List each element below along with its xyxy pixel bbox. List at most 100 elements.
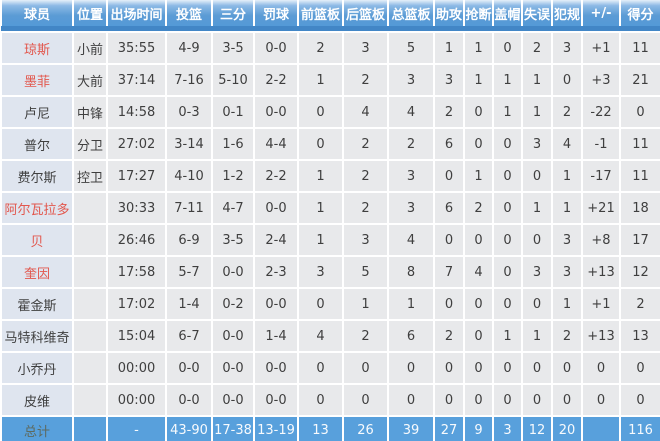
stat-cell-turnovers: 0 [521, 351, 553, 385]
stat-cell-minutes: 15:04 [106, 319, 167, 353]
player-name: 霍金斯 [0, 287, 74, 321]
stat-cell-tot-reb: 6 [387, 319, 435, 353]
stat-cell-steals: 1 [463, 63, 494, 97]
stat-cell-position [72, 351, 108, 385]
stat-cell-def-reb: 3 [342, 31, 389, 65]
stat-cell-steals: 0 [463, 223, 494, 257]
stat-cell-ft: 1-4 [253, 319, 299, 353]
stat-cell-turnovers: 1 [521, 319, 553, 353]
stat-cell-ft: 2-2 [253, 159, 299, 193]
stat-cell-off-reb: 0 [297, 383, 344, 417]
stat-cell-tot-reb: 4 [387, 95, 435, 129]
stat-cell-ft: 2-4 [253, 223, 299, 257]
stat-cell-fouls: 0 [551, 351, 583, 385]
stat-cell-position: 中锋 [72, 95, 108, 129]
stat-cell-turnovers: 1 [521, 191, 553, 225]
stat-cell-blocks: 1 [492, 95, 523, 129]
column-header-fouls: 犯规 [551, 0, 583, 26]
stat-cell-points: 11 [619, 159, 660, 193]
stat-cell-off-reb: 4 [297, 319, 344, 353]
stat-cell-plus-minus: -1 [581, 127, 621, 161]
totals-label: 总计 [0, 415, 74, 441]
stat-cell-points: 0 [619, 351, 660, 385]
stat-cell-turnovers: 2 [521, 31, 553, 65]
stat-cell-three-pt: 3-5 [211, 31, 255, 65]
total-assists: 27 [433, 415, 465, 441]
stat-cell-steals: 0 [463, 319, 494, 353]
stat-cell-off-reb: 2 [297, 31, 344, 65]
stat-cell-ft: 0-0 [253, 31, 299, 65]
stat-cell-fg: 6-9 [165, 223, 213, 257]
stat-cell-plus-minus: 0 [581, 383, 621, 417]
stat-cell-plus-minus: +8 [581, 223, 621, 257]
total-fouls: 20 [551, 415, 583, 441]
stat-cell-tot-reb: 5 [387, 31, 435, 65]
stat-cell-position: 小前 [72, 31, 108, 65]
stat-cell-assists: 7 [433, 255, 465, 289]
stat-cell-turnovers: 1 [521, 63, 553, 97]
stat-cell-def-reb: 2 [342, 63, 389, 97]
stat-cell-assists: 6 [433, 127, 465, 161]
stat-cell-blocks: 1 [492, 319, 523, 353]
stat-cell-plus-minus: +13 [581, 255, 621, 289]
stat-cell-off-reb: 1 [297, 223, 344, 257]
stat-cell-steals: 2 [463, 191, 494, 225]
total-fg: 43-90 [165, 415, 213, 441]
stat-cell-fouls: 0 [551, 63, 583, 97]
stat-cell-fouls: 3 [551, 223, 583, 257]
stat-cell-off-reb: 1 [297, 159, 344, 193]
stat-cell-points: 18 [619, 191, 660, 225]
stat-cell-plus-minus: 0 [581, 351, 621, 385]
total-def-reb: 26 [342, 415, 389, 441]
table-row: 墨菲 大前 37:14 7-16 5-10 2-2 1 2 3 3 1 1 1 0 +3 21 [0, 63, 660, 97]
stat-cell-blocks: 0 [492, 191, 523, 225]
stat-cell-blocks: 0 [492, 159, 523, 193]
table-row: 琼斯 小前 35:55 4-9 3-5 0-0 2 3 5 1 1 0 2 3 +1 11 [0, 31, 660, 65]
stat-cell-tot-reb: 3 [387, 63, 435, 97]
total-minutes: - [106, 415, 167, 441]
table-row: 卢尼 中锋 14:58 0-3 0-1 0-0 0 4 4 2 0 1 1 2 -22 0 [0, 95, 660, 129]
column-header-player: 球员 [0, 0, 74, 26]
column-header-fg: 投篮 [165, 0, 213, 26]
stat-cell-fouls: 1 [551, 159, 583, 193]
stat-cell-three-pt: 0-0 [211, 351, 255, 385]
column-header-turnovers: 失误 [521, 0, 553, 26]
stat-cell-turnovers: 0 [521, 159, 553, 193]
stat-cell-off-reb: 0 [297, 127, 344, 161]
stat-cell-minutes: 37:14 [106, 63, 167, 97]
stat-cell-assists: 0 [433, 223, 465, 257]
stat-cell-fg: 4-10 [165, 159, 213, 193]
stat-cell-def-reb: 5 [342, 255, 389, 289]
column-header-steals: 抢断 [463, 0, 494, 26]
stat-cell-fg: 0-0 [165, 351, 213, 385]
total-off-reb: 13 [297, 415, 344, 441]
stat-cell-three-pt: 0-0 [211, 319, 255, 353]
stat-cell-blocks: 0 [492, 127, 523, 161]
stat-cell-ft: 0-0 [253, 383, 299, 417]
total-ft: 13-19 [253, 415, 299, 441]
player-name: 皮维 [0, 383, 74, 417]
player-name: 贝 [0, 223, 74, 257]
stat-cell-minutes: 17:02 [106, 287, 167, 321]
column-header-tot-reb: 总篮板 [387, 0, 435, 26]
stat-cell-ft: 0-0 [253, 287, 299, 321]
stat-cell-plus-minus: -17 [581, 159, 621, 193]
table-footer: 总计 -43-90 17-38 13-19 13 26 39 27 9 3 12 20 116 [0, 415, 660, 441]
table-row: 马特科维奇 15:04 6-7 0-0 1-4 4 2 6 2 0 1 1 2 +13 13 [0, 319, 660, 353]
stat-cell-position: 大前 [72, 63, 108, 97]
header-divider-bar [1, 26, 660, 32]
stat-cell-ft: 2-2 [253, 63, 299, 97]
table-header: 球员 位置 出场时间 投篮 三分 罚球 前篮板 后篮板 总篮板 助攻 抢断 盖帽 失误 犯规 +/- 得分 [0, 0, 660, 32]
stat-cell-off-reb: 0 [297, 95, 344, 129]
column-header-plus-minus: +/- [581, 0, 621, 26]
column-header-three-pt: 三分 [211, 0, 255, 26]
stat-cell-assists: 0 [433, 351, 465, 385]
stat-cell-off-reb: 3 [297, 255, 344, 289]
stat-cell-ft: 0-0 [253, 191, 299, 225]
total-tot-reb: 39 [387, 415, 435, 441]
stat-cell-fg: 1-4 [165, 287, 213, 321]
stat-cell-ft: 0-0 [253, 351, 299, 385]
column-header-points: 得分 [619, 0, 660, 26]
player-name: 阿尔瓦拉多 [0, 191, 74, 225]
stat-cell-tot-reb: 4 [387, 223, 435, 257]
